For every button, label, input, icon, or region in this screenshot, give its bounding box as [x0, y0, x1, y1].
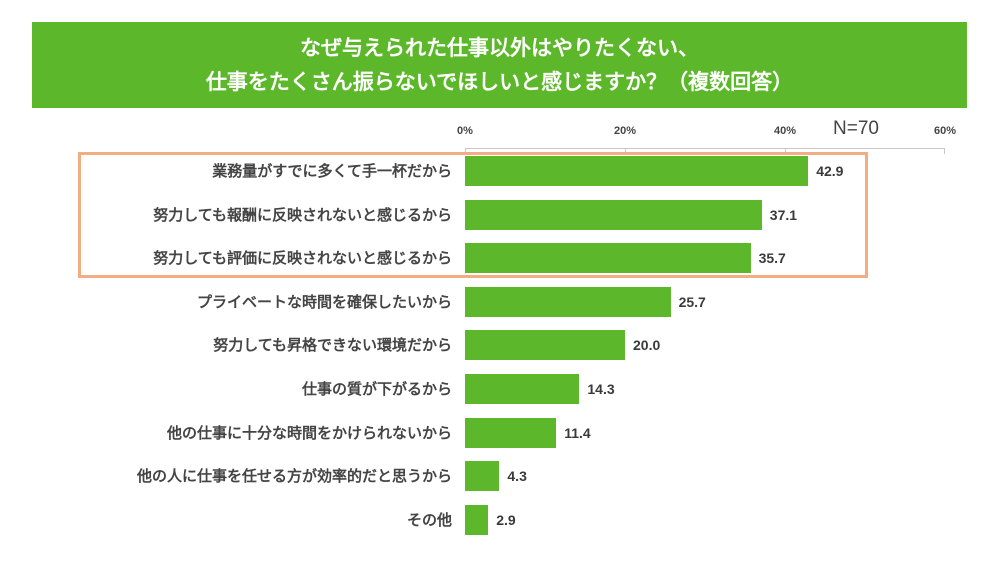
x-axis-tick: [625, 148, 626, 154]
highlight-box: [78, 152, 868, 278]
bar: [465, 504, 489, 535]
category-label: プライベートな時間を確保したいから: [196, 292, 452, 311]
bar-value-label: 37.1: [769, 206, 798, 223]
category-label: 他の人に仕事を任せる方が効率的だと思うから: [136, 467, 452, 486]
sample-size-label: N=70: [833, 118, 879, 139]
bar-value-label: 11.4: [564, 424, 591, 441]
category-label: 努力しても報酬に反映されないと感じるから: [153, 205, 452, 224]
x-axis-tick: [785, 148, 786, 154]
bar: [465, 461, 500, 492]
bar-row: 努力しても評価に反映されないと感じるから 35.7: [0, 243, 1000, 274]
x-axis-tick: [944, 148, 945, 154]
bar-row: プライベートな時間を確保したいから 25.7: [0, 286, 1000, 317]
bar: [465, 286, 671, 317]
chart-title-banner: なぜ与えられた仕事以外はやりたくない、 仕事をたくさん振らないでほしいと感じます…: [32, 22, 967, 108]
x-axis-tick: [465, 148, 466, 154]
bar-value-label: 4.3: [507, 468, 527, 485]
category-label: その他: [406, 510, 452, 529]
x-tick-label: 20%: [613, 125, 637, 137]
bar-value-label: 42.9: [816, 163, 844, 179]
bar: [465, 330, 625, 361]
x-axis-line: [465, 148, 945, 149]
x-tick-label: 40%: [773, 125, 797, 137]
category-label: 業務量がすでに多くて手一杯だから: [212, 162, 452, 180]
chart-title-line-2: 仕事をたくさん振らないでほしいと感じますか？（複数回答）: [205, 70, 794, 94]
bar-row: 努力しても報酬に反映されないと感じるから 37.1: [0, 199, 1000, 230]
bar-value-label: 35.7: [758, 250, 786, 267]
bar-value-label: 2.9: [496, 511, 516, 528]
bar-row: 他の人に仕事を任せる方が効率的だと思うから 4.3: [0, 461, 1000, 492]
bar-row: 業務量がすでに多くて手一杯だから 42.9: [0, 156, 1000, 186]
bar-value-label: 25.7: [678, 293, 706, 310]
category-label: 他の仕事に十分な時間をかけられないから: [166, 423, 452, 442]
bar-row: 努力しても昇格できない環境だから 20.0: [0, 330, 1000, 361]
bar-value-label: 14.3: [587, 381, 615, 397]
bar: [465, 156, 809, 186]
category-label: 努力しても評価に反映されないと感じるから: [153, 249, 452, 268]
bar: [465, 417, 557, 448]
bar-row: 仕事の質が下がるから 14.3: [0, 374, 1000, 404]
x-tick-label: 0%: [457, 125, 473, 137]
category-label: 仕事の質が下がるから: [301, 380, 452, 398]
bar: [465, 243, 751, 274]
x-tick-label: 60%: [933, 125, 957, 137]
bar-value-label: 20.0: [633, 337, 661, 354]
bar-row: その他 2.9: [0, 504, 1000, 535]
bar: [465, 199, 762, 230]
bar: [465, 374, 580, 404]
chart-title-line-1: なぜ与えられた仕事以外はやりたくない、: [300, 36, 699, 60]
bar-row: 他の仕事に十分な時間をかけられないから 11.4: [0, 417, 1000, 448]
category-label: 努力しても昇格できない環境だから: [213, 336, 452, 355]
